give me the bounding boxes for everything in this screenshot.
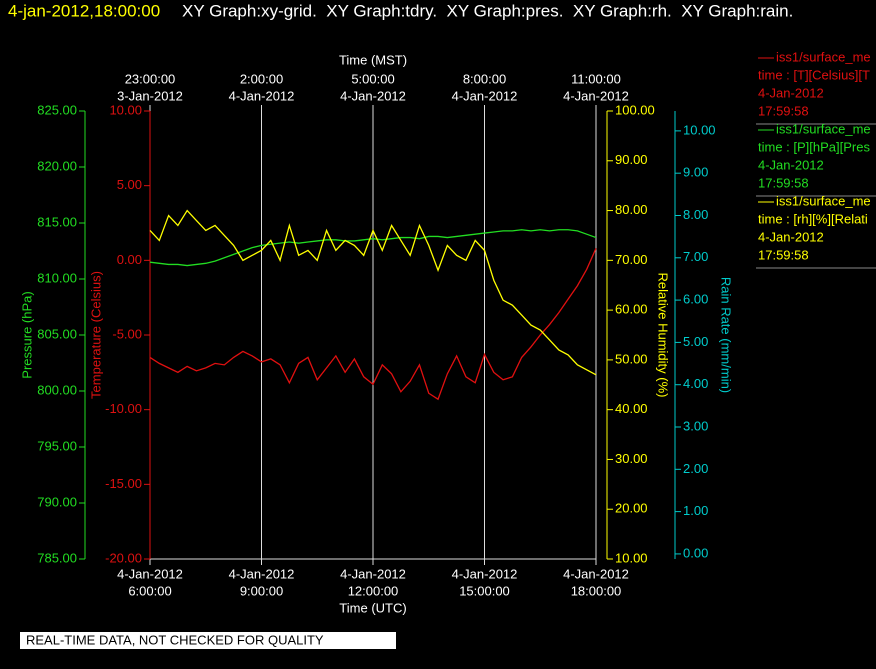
y4-tick-label: 7.00 bbox=[683, 249, 708, 264]
y2-tick-label: 40.00 bbox=[615, 401, 648, 416]
y3-tick-label: 820.00 bbox=[37, 158, 77, 173]
y2-axis-title: Relative Humidity (%) bbox=[656, 273, 671, 398]
legend-line: 4-Jan-2012 bbox=[758, 157, 824, 172]
y3-axis-title: Pressure (hPa) bbox=[19, 291, 34, 378]
y2-tick-label: 50.00 bbox=[615, 351, 648, 366]
x2-tick-date: 4-Jan-2012 bbox=[452, 88, 518, 103]
y-tick-label: 10.00 bbox=[109, 102, 142, 117]
y-tick-label: -20.00 bbox=[105, 550, 142, 565]
y2-tick-label: 30.00 bbox=[615, 451, 648, 466]
y3-tick-label: 815.00 bbox=[37, 214, 77, 229]
y3-tick-label: 795.00 bbox=[37, 438, 77, 453]
y-tick-label: 5.00 bbox=[117, 177, 142, 192]
legend-line: 17:59:58 bbox=[758, 247, 809, 262]
legend-line: 17:59:58 bbox=[758, 103, 809, 118]
x-tick-date: 4-Jan-2012 bbox=[229, 566, 295, 581]
x2-tick-date: 4-Jan-2012 bbox=[563, 88, 629, 103]
y2-tick-label: 20.00 bbox=[615, 501, 648, 516]
series-line bbox=[149, 229, 597, 267]
x-tick-label: 18:00:00 bbox=[571, 583, 622, 598]
y2-tick-label: 60.00 bbox=[615, 302, 648, 317]
legend-line: 4-Jan-2012 bbox=[758, 85, 824, 100]
x2-tick-date: 4-Jan-2012 bbox=[340, 88, 406, 103]
legend-line: 4-Jan-2012 bbox=[758, 229, 824, 244]
legend-line: time : [P][hPa][Pres bbox=[758, 139, 870, 154]
y4-tick-label: 9.00 bbox=[683, 165, 708, 180]
x-tick-label: 6:00:00 bbox=[128, 583, 171, 598]
y4-tick-label: 8.00 bbox=[683, 207, 708, 222]
y2-tick-label: 100.00 bbox=[615, 102, 655, 117]
x2-tick-date: 4-Jan-2012 bbox=[229, 88, 295, 103]
timestamp: 4-jan-2012,18:00:00 bbox=[8, 1, 160, 20]
x2-tick-label: 8:00:00 bbox=[463, 71, 506, 86]
legend-name: iss1/surface_me bbox=[776, 193, 871, 208]
y-axis-title: Temperature (Celsius) bbox=[88, 271, 103, 399]
legend-line: time : [T][Celsius][T bbox=[758, 67, 870, 82]
x2-axis-title: Time (MST) bbox=[339, 52, 407, 67]
x2-tick-label: 5:00:00 bbox=[351, 71, 394, 86]
footer-note: REAL-TIME DATA, NOT CHECKED FOR QUALITY bbox=[26, 632, 324, 647]
x2-tick-label: 11:00:00 bbox=[571, 71, 621, 86]
y4-tick-label: 4.00 bbox=[683, 376, 708, 391]
y3-tick-label: 810.00 bbox=[37, 270, 77, 285]
x-axis-title: Time (UTC) bbox=[339, 600, 406, 615]
y2-tick-label: 90.00 bbox=[615, 152, 648, 167]
y4-tick-label: 2.00 bbox=[683, 461, 708, 476]
y4-tick-label: 0.00 bbox=[683, 545, 708, 560]
legend-name: iss1/surface_me bbox=[776, 49, 871, 64]
graph-list: XY Graph:xy-grid. XY Graph:tdry. XY Grap… bbox=[182, 1, 793, 20]
y-tick-label: 0.00 bbox=[117, 252, 142, 267]
series-line bbox=[149, 248, 597, 401]
legend-line: 17:59:58 bbox=[758, 175, 809, 190]
x-tick-date: 4-Jan-2012 bbox=[452, 566, 518, 581]
x2-tick-label: 23:00:00 bbox=[125, 71, 176, 86]
legend-line: time : [rh][%][Relati bbox=[758, 211, 868, 226]
y2-tick-label: 70.00 bbox=[615, 252, 648, 267]
series-line bbox=[149, 209, 597, 376]
x-tick-date: 4-Jan-2012 bbox=[117, 566, 183, 581]
y4-tick-label: 1.00 bbox=[683, 503, 708, 518]
x-tick-label: 9:00:00 bbox=[240, 583, 283, 598]
y-tick-label: -15.00 bbox=[105, 476, 142, 491]
y3-tick-label: 790.00 bbox=[37, 494, 77, 509]
y4-axis-title: Rain Rate (mm/min) bbox=[719, 277, 734, 393]
y3-tick-label: 785.00 bbox=[37, 550, 77, 565]
y4-tick-label: 3.00 bbox=[683, 418, 708, 433]
y3-tick-label: 800.00 bbox=[37, 382, 77, 397]
y2-tick-label: 10.00 bbox=[615, 550, 648, 565]
y2-tick-label: 80.00 bbox=[615, 202, 648, 217]
y3-tick-label: 805.00 bbox=[37, 326, 77, 341]
legend-name: iss1/surface_me bbox=[776, 121, 871, 136]
footer-box bbox=[20, 632, 396, 649]
y3-tick-label: 825.00 bbox=[37, 102, 77, 117]
y4-tick-label: 5.00 bbox=[683, 334, 708, 349]
x2-tick-date: 3-Jan-2012 bbox=[117, 88, 183, 103]
x-tick-date: 4-Jan-2012 bbox=[340, 566, 406, 581]
y-tick-label: -10.00 bbox=[105, 401, 142, 416]
y4-tick-label: 6.00 bbox=[683, 292, 708, 307]
x-tick-date: 4-Jan-2012 bbox=[563, 566, 629, 581]
x-tick-label: 15:00:00 bbox=[459, 583, 510, 598]
x2-tick-label: 2:00:00 bbox=[240, 71, 283, 86]
y4-tick-label: 10.00 bbox=[683, 122, 716, 137]
y-tick-label: -5.00 bbox=[112, 326, 142, 341]
x-tick-label: 12:00:00 bbox=[348, 583, 399, 598]
